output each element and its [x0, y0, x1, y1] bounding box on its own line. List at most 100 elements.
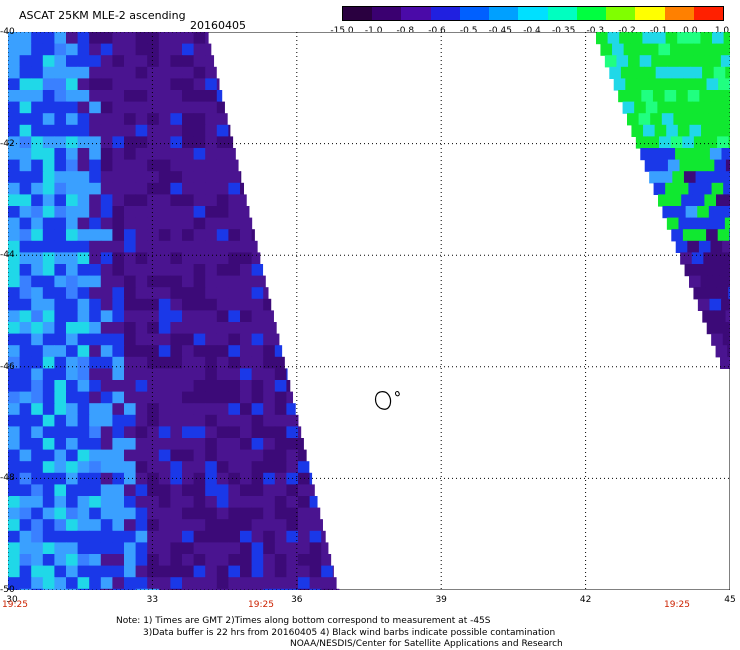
swath-cell [170, 356, 183, 369]
swath-cell [112, 368, 125, 381]
swath-cell [205, 530, 218, 543]
swath-cell [147, 438, 160, 451]
swath-cell [228, 252, 241, 265]
swath-cell [698, 148, 711, 161]
swath-cell [228, 496, 241, 509]
swath-cell [182, 449, 195, 462]
swath-cell [642, 32, 655, 45]
swath-cell [112, 484, 125, 497]
swath-cell [66, 449, 79, 462]
swath-cell [42, 124, 55, 137]
swath-cell [112, 530, 125, 543]
swath-cell [42, 356, 55, 369]
swath-cell [89, 43, 102, 56]
swath-cell [706, 78, 719, 91]
swath-cell [147, 449, 160, 462]
swath-cell [19, 414, 32, 427]
swath-cell [228, 345, 241, 358]
swath-cell [182, 136, 195, 149]
swath-cell [66, 403, 79, 416]
swath-cell [251, 356, 264, 369]
swath-cell [251, 240, 258, 253]
swath-cell [158, 333, 171, 346]
swath-cell [100, 356, 113, 369]
swath-cell [182, 148, 195, 161]
swath-cell [170, 298, 183, 311]
swath-cell [182, 171, 195, 184]
swath-cell [216, 472, 229, 485]
swath-cell [42, 136, 55, 149]
swath-cell [158, 264, 171, 277]
swath-cell [228, 542, 241, 555]
swath-cell [147, 333, 160, 346]
swath-cell [216, 484, 229, 497]
swath-cell [147, 287, 160, 300]
swath-cell [722, 240, 730, 253]
swath-cell [8, 530, 21, 543]
swath-cell [54, 403, 67, 416]
swath-cell [147, 298, 160, 311]
swath-cell [89, 438, 102, 451]
swath-cell [182, 287, 195, 300]
swath-cell [54, 507, 67, 520]
swath-cell [660, 171, 673, 184]
swath-cell [182, 333, 195, 346]
swath-cell [720, 356, 730, 369]
swath-cell [700, 32, 713, 45]
swath-cell [124, 55, 137, 68]
swath-cell [31, 565, 44, 578]
swath-cell [274, 542, 287, 555]
swath-cell [31, 577, 44, 590]
swath-cell [54, 426, 67, 439]
swath-cell [31, 588, 44, 590]
swath-cell [66, 368, 79, 381]
swath-cell [691, 159, 704, 172]
swath-cell [19, 101, 32, 114]
swath-cell [193, 252, 206, 265]
swath-cell [216, 194, 229, 207]
swath-cell [42, 66, 55, 79]
swath-cell [66, 322, 79, 335]
swath-cell [725, 66, 730, 79]
swath-cell [662, 206, 675, 219]
swath-cell [251, 368, 264, 381]
swath-cell [620, 66, 634, 79]
swath-cell [216, 565, 229, 578]
swath-cell [681, 43, 694, 56]
swath-cell [8, 182, 21, 195]
swath-cell [263, 449, 276, 462]
swath-cell [274, 461, 287, 474]
swath-cell [699, 182, 713, 195]
swath-cell [54, 449, 67, 462]
swath-cell [147, 565, 160, 578]
swath-cell [693, 287, 706, 300]
swath-cell [42, 403, 55, 416]
swath-cell [709, 298, 722, 311]
swath-cell [321, 554, 332, 567]
swath-cell [19, 391, 32, 404]
swath-cell [678, 66, 692, 79]
swath-cell [321, 542, 329, 555]
swath-cell [54, 356, 67, 369]
swath-cell [158, 565, 171, 578]
swath-cell [124, 275, 137, 288]
swath-cell [19, 310, 32, 323]
swath-cell [298, 530, 311, 543]
longitude-label: 36 [291, 595, 303, 605]
swath-cell [66, 461, 79, 474]
swath-cell [193, 43, 206, 56]
swath-cell [708, 206, 722, 219]
swath-cell [19, 322, 32, 335]
swath-cell [31, 322, 44, 335]
swath-cell [309, 484, 315, 497]
swath-cell [147, 43, 160, 56]
swath-cell [182, 264, 195, 277]
swath-cell [205, 472, 218, 485]
swath-cell [228, 310, 241, 323]
swath-cell [124, 519, 137, 532]
swath-cell [170, 182, 183, 195]
swath-cell [100, 217, 113, 230]
swath-cell [77, 496, 90, 509]
swath-cell [634, 101, 647, 114]
swath-cell [228, 403, 241, 416]
